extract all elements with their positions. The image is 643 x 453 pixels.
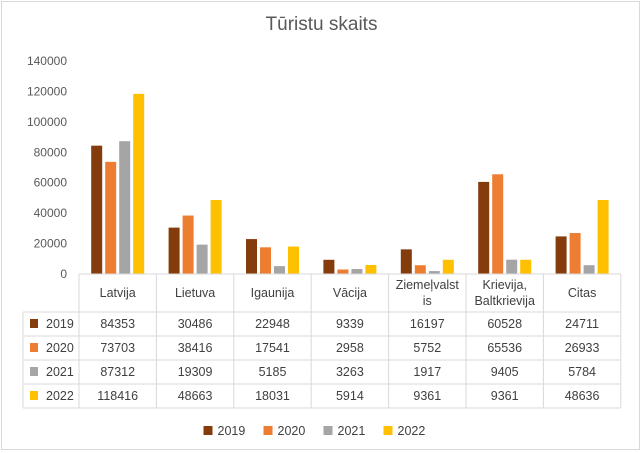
bar-2022-3 bbox=[365, 265, 377, 274]
table-series-name: 2022 bbox=[46, 389, 74, 403]
data-label: 118416 bbox=[97, 389, 138, 403]
data-label: 17541 bbox=[255, 341, 290, 355]
legend-swatch-2022 bbox=[383, 426, 393, 435]
data-label: 16197 bbox=[410, 317, 445, 331]
bar-2019-1 bbox=[168, 227, 180, 274]
bar-2020-0 bbox=[105, 161, 117, 274]
category-label: Igaunija bbox=[251, 286, 295, 300]
legend-label: 2021 bbox=[338, 424, 366, 438]
table-key-2020 bbox=[30, 343, 38, 352]
data-label: 9405 bbox=[491, 365, 519, 379]
legend-label: 2020 bbox=[278, 424, 306, 438]
table-series-name: 2021 bbox=[46, 365, 74, 379]
bar-2022-6 bbox=[597, 200, 609, 274]
data-label: 9361 bbox=[413, 389, 441, 403]
data-label: 84353 bbox=[100, 317, 135, 331]
data-label: 38416 bbox=[178, 341, 213, 355]
bar-2020-6 bbox=[569, 233, 581, 274]
bar-2021-6 bbox=[583, 265, 595, 274]
bar-2022-4 bbox=[442, 259, 454, 274]
chart-title: Tūristu skaits bbox=[265, 14, 378, 35]
data-label: 48636 bbox=[565, 389, 600, 403]
data-label: 30486 bbox=[178, 317, 213, 331]
category-label: Citas bbox=[568, 286, 596, 300]
bar-2021-2 bbox=[274, 266, 285, 274]
data-label: 5914 bbox=[336, 389, 364, 403]
bar-2019-4 bbox=[400, 249, 412, 274]
category-label: Ziemeļvalst bbox=[396, 278, 460, 292]
bar-2020-4 bbox=[414, 265, 426, 274]
bar-2019-6 bbox=[555, 236, 567, 274]
data-label: 5752 bbox=[413, 341, 441, 355]
category-label: Latvija bbox=[100, 286, 136, 300]
bar-2019-3 bbox=[323, 259, 335, 274]
data-label: 24711 bbox=[565, 317, 599, 331]
table-series-name: 2020 bbox=[46, 341, 74, 355]
bar-2020-5 bbox=[492, 174, 504, 274]
bar-2022-2 bbox=[288, 246, 299, 274]
legend-swatch-2019 bbox=[203, 426, 213, 435]
bar-2021-4 bbox=[428, 271, 440, 274]
table-key-2019 bbox=[30, 319, 38, 328]
y-tick-label: 120000 bbox=[27, 84, 67, 98]
bar-2022-0 bbox=[133, 93, 145, 274]
y-tick-label: 60000 bbox=[34, 176, 68, 190]
bar-2020-2 bbox=[260, 247, 271, 274]
bar-2019-5 bbox=[478, 181, 490, 274]
bar-2019-0 bbox=[91, 145, 103, 274]
data-label: 65536 bbox=[487, 341, 522, 355]
data-label: 9339 bbox=[336, 317, 364, 331]
bar-2022-5 bbox=[520, 259, 532, 274]
category-label: Krievija, bbox=[482, 278, 526, 292]
legend-swatch-2021 bbox=[323, 426, 333, 435]
data-label: 18031 bbox=[255, 389, 290, 403]
y-tick-label: 40000 bbox=[34, 206, 68, 220]
bar-2021-1 bbox=[196, 244, 208, 274]
data-label: 9361 bbox=[491, 389, 519, 403]
category-label: Baltkrievija bbox=[474, 294, 534, 308]
bar-2020-1 bbox=[182, 215, 194, 274]
bar-2021-0 bbox=[119, 141, 131, 274]
data-label: 87312 bbox=[100, 365, 135, 379]
bar-2019-2 bbox=[246, 239, 257, 274]
table-key-2022 bbox=[30, 391, 38, 400]
table-key-2021 bbox=[30, 367, 38, 376]
data-label: 22948 bbox=[255, 317, 290, 331]
data-label: 26933 bbox=[565, 341, 600, 355]
data-label: 5784 bbox=[568, 365, 596, 379]
y-tick-label: 0 bbox=[60, 267, 67, 281]
legend-swatch-2020 bbox=[263, 426, 273, 435]
legend-label: 2019 bbox=[218, 424, 246, 438]
bar-2021-3 bbox=[351, 269, 363, 274]
data-label: 3263 bbox=[336, 365, 364, 379]
data-label: 73703 bbox=[100, 341, 135, 355]
data-label: 60528 bbox=[487, 317, 522, 331]
data-label: 2958 bbox=[336, 341, 364, 355]
y-tick-label: 20000 bbox=[34, 237, 68, 251]
bar-2021-5 bbox=[506, 259, 518, 274]
category-label: Lietuva bbox=[175, 286, 215, 300]
y-tick-label: 80000 bbox=[34, 145, 68, 159]
table-series-name: 2019 bbox=[46, 317, 74, 331]
data-label: 19309 bbox=[178, 365, 213, 379]
bar-2020-3 bbox=[337, 269, 349, 274]
data-label: 5185 bbox=[259, 365, 287, 379]
data-label: 48663 bbox=[178, 389, 213, 403]
bar-2022-1 bbox=[210, 199, 222, 274]
category-label: is bbox=[423, 294, 432, 308]
category-label: Vācija bbox=[333, 286, 367, 300]
legend-label: 2022 bbox=[398, 424, 426, 438]
data-label: 1917 bbox=[413, 365, 441, 379]
y-tick-label: 100000 bbox=[27, 115, 67, 129]
y-tick-label: 140000 bbox=[27, 54, 67, 68]
